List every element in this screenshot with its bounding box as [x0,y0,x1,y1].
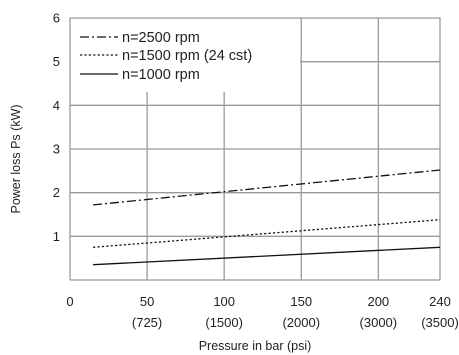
legend-label: n=2500 rpm [122,30,200,46]
x-tick-sublabel: (725) [132,315,162,330]
legend: n=2500 rpm n=1500 rpm (24 cst) n=1000 rpm [80,30,252,83]
series-layer [93,169,441,266]
x-axis-title: Pressure in bar (psi) [199,339,312,353]
x-tick-label: 100 [213,294,235,309]
y-tick-label: 5 [53,54,60,69]
y-tick-label: 3 [53,142,60,157]
series-line [93,219,441,248]
x-tick-label: 50 [140,294,154,309]
series-line [93,169,441,206]
x-tick-sublabel: (2000) [282,315,320,330]
x-tick-sublabel: (1500) [205,315,243,330]
y-tick-label: 6 [53,11,60,26]
y-axis-title: Power loss Ps (kW) [9,104,23,213]
x-tick-label: 0 [66,294,73,309]
legend-label: n=1000 rpm [122,67,200,83]
y-tick-label: 2 [53,185,60,200]
series-line [93,246,441,266]
y-tick-label: 1 [53,229,60,244]
y-tick-label: 4 [53,98,60,113]
x-tick-sublabel: (3000) [360,315,398,330]
axis-layer: 1 2 3 4 5 6 0 50 (725) 100 (1500) 150 (2000) 200 (3000… [53,11,459,331]
x-tick-sublabel: (3500) [421,315,459,330]
x-tick-label: 150 [290,294,312,309]
legend-label: n=1500 rpm (24 cst) [122,48,252,64]
x-tick-label: 200 [367,294,389,309]
grid-layer [69,17,441,281]
x-tick-label: 240 [429,294,451,309]
